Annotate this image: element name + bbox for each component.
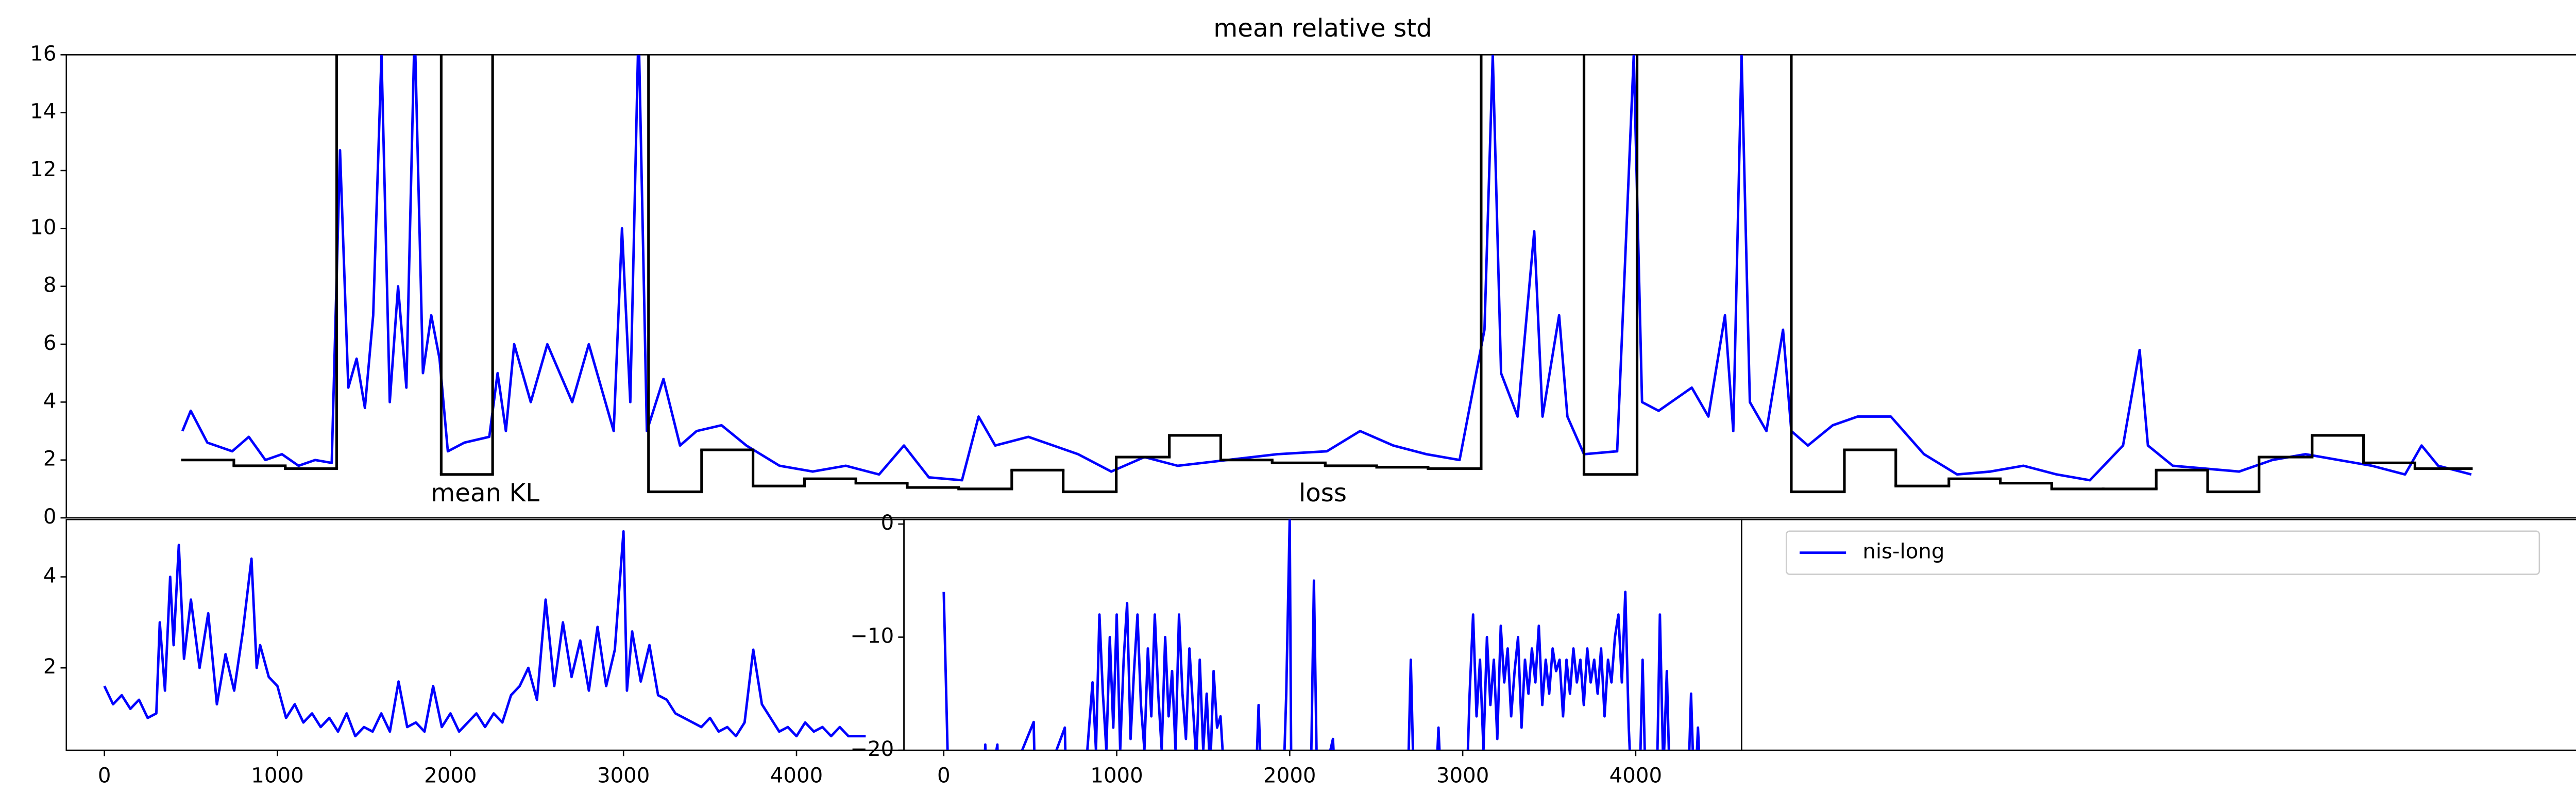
y-tick-label: 14 <box>30 100 56 124</box>
y-tick-label: 2 <box>43 655 57 679</box>
x-tick-label: 3000 <box>1436 764 1489 788</box>
y-tick-label: 6 <box>43 331 57 355</box>
x-tick-label: 4000 <box>770 764 823 788</box>
y-tick-label: 16 <box>30 42 56 65</box>
x-tick-label: 0 <box>98 764 111 788</box>
x-tick-label: 2000 <box>1263 764 1316 788</box>
y-tick-label: 10 <box>30 215 56 239</box>
y-tick-label: −10 <box>850 625 894 648</box>
y-tick-label: 4 <box>43 389 57 413</box>
y-tick-label: 0 <box>43 505 57 529</box>
x-tick-label: 1000 <box>251 764 303 788</box>
y-tick-label: 2 <box>43 447 57 471</box>
data-line <box>181 55 2472 482</box>
legend-label: nis-long <box>1862 540 1944 564</box>
x-tick-label: 2000 <box>424 764 477 788</box>
axes-frame <box>1741 518 2576 751</box>
chart-title: mean relative std <box>1213 14 1432 43</box>
y-tick-label: 4 <box>43 564 57 588</box>
data-line <box>942 519 1701 751</box>
legend-box <box>1785 530 2540 575</box>
plot-area <box>942 519 1701 751</box>
plot-area <box>181 55 2473 494</box>
plot-area <box>103 530 866 738</box>
x-tick-label: 4000 <box>1609 764 1662 788</box>
x-tick-label: 0 <box>937 764 951 788</box>
chart-title: mean KL <box>431 479 539 508</box>
y-tick-label: 12 <box>30 158 56 181</box>
x-tick-label: 1000 <box>1090 764 1143 788</box>
y-tick-label: 0 <box>881 511 894 535</box>
chart-title: loss <box>1299 479 1347 508</box>
data-line <box>103 530 866 738</box>
y-tick-label: 8 <box>43 274 57 297</box>
y-tick-label: −20 <box>850 737 894 761</box>
x-tick-label: 3000 <box>597 764 650 788</box>
